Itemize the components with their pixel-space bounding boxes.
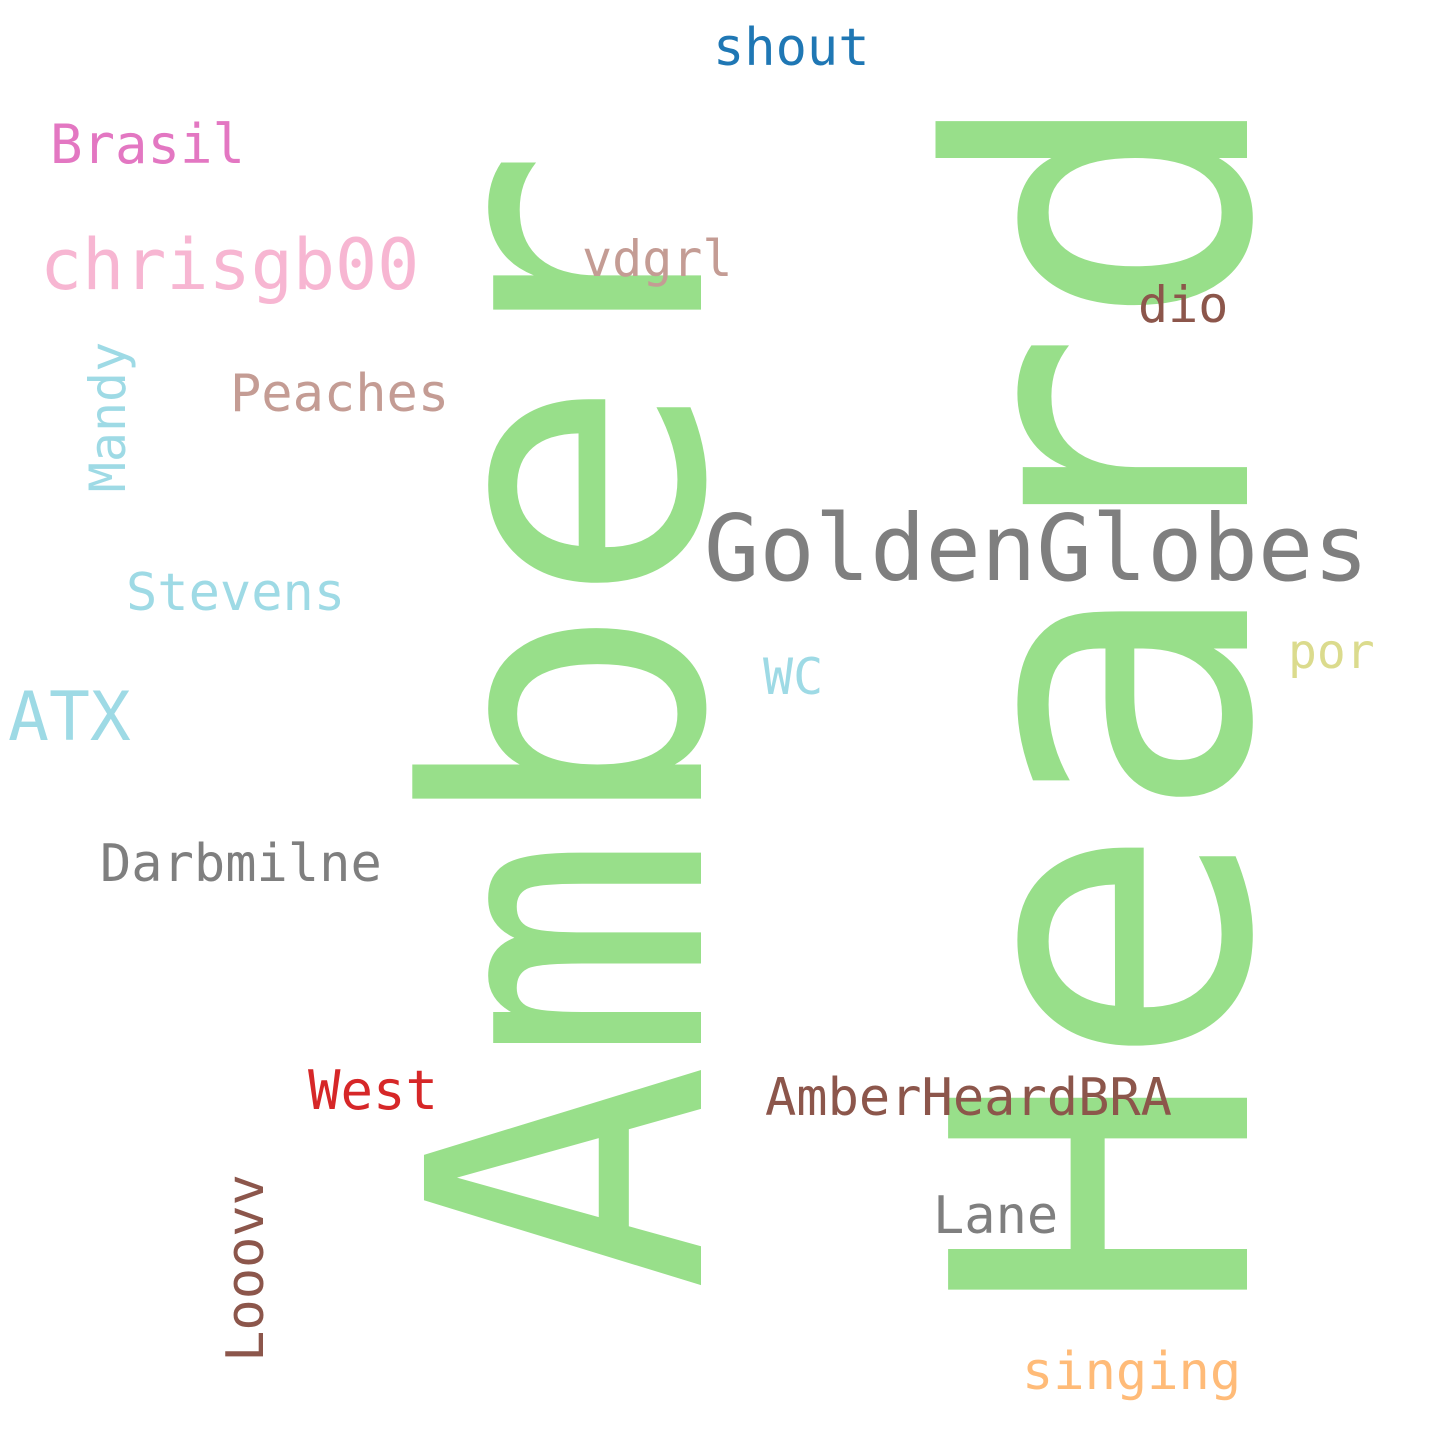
word-stevens: Stevens <box>126 563 346 623</box>
word-atx: ATX <box>8 678 131 757</box>
word-dio: dio <box>1138 276 1229 334</box>
word-lane: Lane <box>933 1186 1059 1246</box>
word-chrisgb00: chrisgb00 <box>40 224 420 306</box>
word-peaches: Peaches <box>230 364 450 424</box>
word-mandy: Mandy <box>79 341 137 493</box>
word-looovv: Looovv <box>216 1174 276 1362</box>
word-darbmilne: Darbmilne <box>100 834 382 894</box>
word-vdgrl: vdgrl <box>582 230 733 288</box>
word-shout: shout <box>713 18 870 78</box>
word-wc: WC <box>763 648 824 706</box>
word-heard: Heard <box>866 82 1344 1318</box>
word-singing: singing <box>1022 1342 1242 1402</box>
word-goldenglobes: GoldenGlobes <box>704 495 1369 602</box>
word-amberheardbra: AmberHeardBRA <box>765 1068 1172 1128</box>
word-west: West <box>308 1059 439 1122</box>
word-por: por <box>1288 624 1375 680</box>
word-brasil: Brasil <box>50 113 246 176</box>
